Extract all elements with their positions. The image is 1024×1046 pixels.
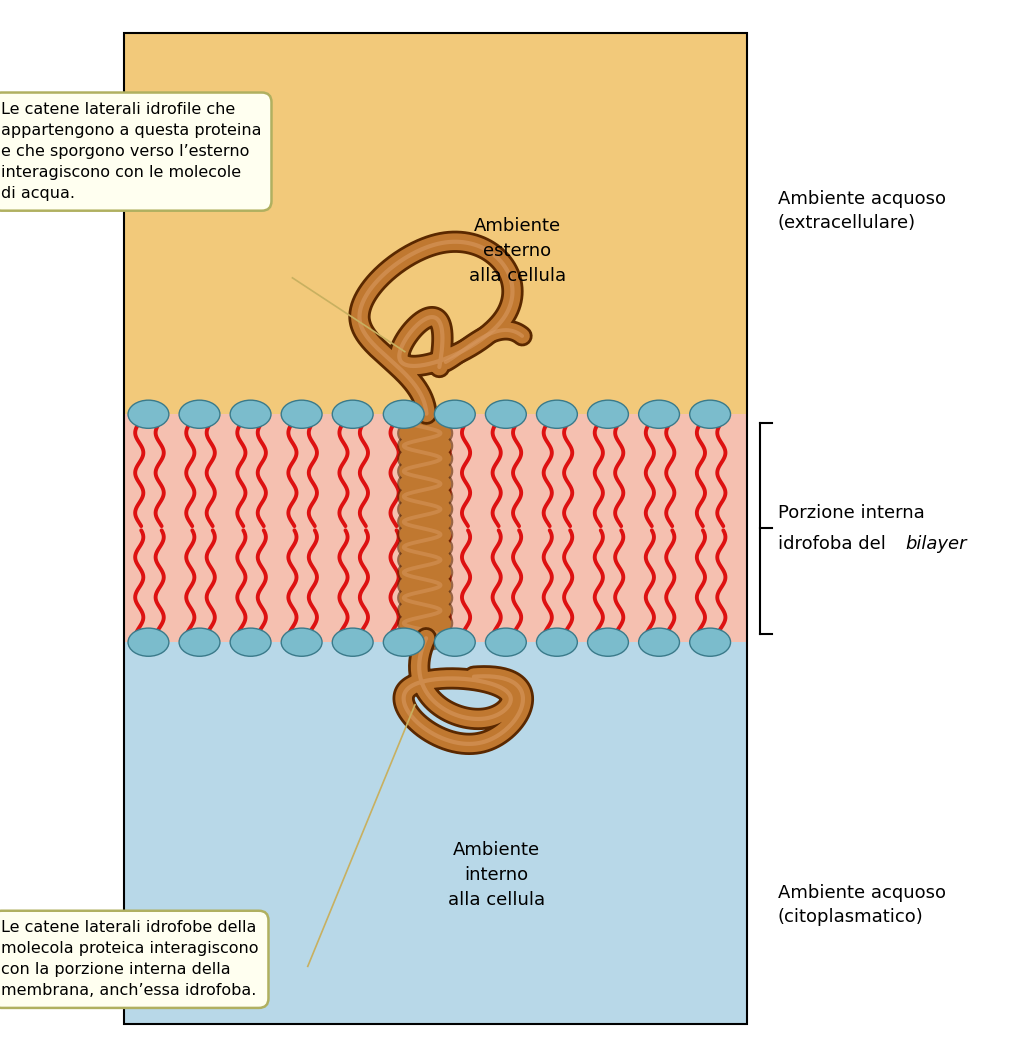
Ellipse shape — [332, 628, 373, 656]
Bar — [124, 32, 746, 1024]
Ellipse shape — [537, 401, 578, 428]
Ellipse shape — [690, 401, 730, 428]
Ellipse shape — [179, 401, 220, 428]
Ellipse shape — [282, 401, 323, 428]
Ellipse shape — [128, 401, 169, 428]
Ellipse shape — [434, 628, 475, 656]
Text: Porzione interna: Porzione interna — [777, 503, 925, 522]
Ellipse shape — [282, 628, 323, 656]
Ellipse shape — [588, 401, 629, 428]
Ellipse shape — [639, 401, 680, 428]
Ellipse shape — [179, 628, 220, 656]
Ellipse shape — [128, 628, 169, 656]
Ellipse shape — [332, 401, 373, 428]
Ellipse shape — [383, 628, 424, 656]
Ellipse shape — [588, 628, 629, 656]
Ellipse shape — [537, 628, 578, 656]
Ellipse shape — [639, 628, 680, 656]
Text: bilayer: bilayer — [905, 535, 967, 553]
Ellipse shape — [383, 401, 424, 428]
Text: Ambiente
interno
alla cellula: Ambiente interno alla cellula — [449, 841, 545, 909]
Ellipse shape — [690, 628, 730, 656]
Ellipse shape — [230, 628, 271, 656]
Text: Le catene laterali idrofile che
appartengono a questa proteina
e che sporgono ve: Le catene laterali idrofile che apparten… — [1, 103, 262, 201]
Bar — [124, 414, 746, 642]
Text: Ambiente
esterno
alla cellula: Ambiente esterno alla cellula — [469, 217, 565, 285]
Text: Le catene laterali idrofobe della
molecola proteica interagiscono
con la porzion: Le catene laterali idrofobe della moleco… — [1, 920, 259, 998]
Bar — [124, 642, 746, 1024]
Ellipse shape — [230, 401, 271, 428]
Text: Ambiente acquoso
(citoplasmatico): Ambiente acquoso (citoplasmatico) — [777, 884, 945, 926]
Text: idrofoba del: idrofoba del — [777, 535, 891, 553]
Ellipse shape — [434, 401, 475, 428]
Ellipse shape — [485, 401, 526, 428]
Ellipse shape — [485, 628, 526, 656]
Bar — [124, 32, 746, 414]
Text: Ambiente acquoso
(extracellulare): Ambiente acquoso (extracellulare) — [777, 190, 945, 232]
